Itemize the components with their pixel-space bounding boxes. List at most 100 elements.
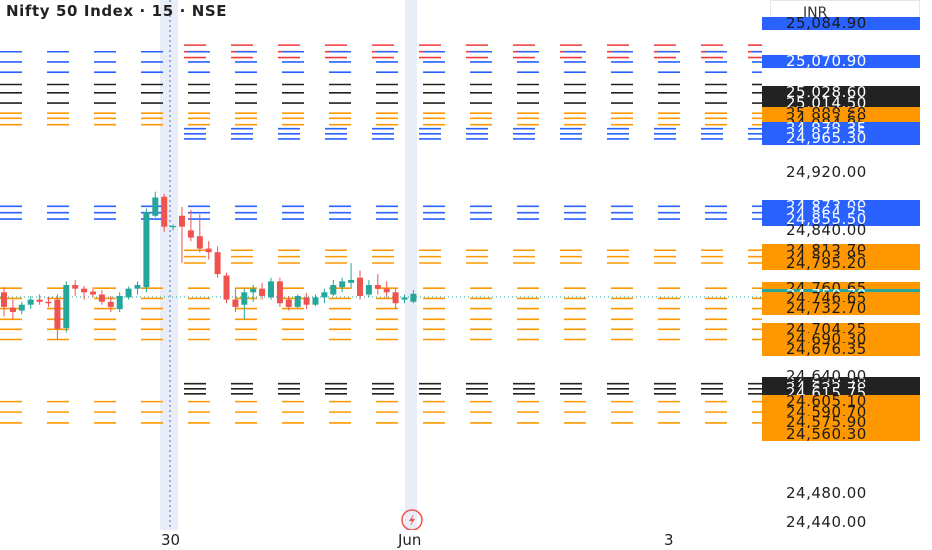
price-tag[interactable]: 24,560.30 xyxy=(762,427,920,441)
candle xyxy=(303,293,310,310)
candle xyxy=(143,208,150,293)
session-highlight-jun xyxy=(405,0,417,530)
alert-flash-icon[interactable] xyxy=(401,509,423,530)
candle xyxy=(330,279,337,296)
candle-body xyxy=(259,288,266,296)
candle-body xyxy=(125,288,132,298)
candle-body xyxy=(321,292,328,298)
price-tag[interactable]: 24,605.10 xyxy=(762,395,920,409)
price-axis[interactable]: INR 25,084.90 25,070.90 25,028.60 25,014.50… xyxy=(762,0,932,550)
candle xyxy=(45,297,52,307)
candle xyxy=(205,241,212,260)
candle xyxy=(410,290,417,304)
candle xyxy=(383,281,390,298)
candle-body xyxy=(152,197,159,216)
price-tag[interactable]: 24,795.20 xyxy=(762,256,920,270)
price-tag[interactable]: 24,746.65 xyxy=(762,291,920,305)
candle xyxy=(232,288,239,312)
candle-body xyxy=(241,292,248,305)
candle-body xyxy=(383,288,390,293)
candle xyxy=(214,246,221,278)
candle xyxy=(321,288,328,304)
candle xyxy=(116,292,123,312)
candle-body xyxy=(330,285,337,295)
session-highlight-30 xyxy=(160,0,178,530)
candle xyxy=(54,294,61,340)
candle xyxy=(187,209,194,242)
candle xyxy=(357,270,363,300)
axis-tick-label: 24,920.00 xyxy=(786,163,867,181)
candle-body xyxy=(63,285,70,329)
candle-body xyxy=(179,215,185,227)
price-tag[interactable]: 24,575.90 xyxy=(762,416,920,430)
price-tag[interactable]: 24,965.30 xyxy=(762,132,920,146)
axis-tick-label: 24,840.00 xyxy=(786,221,867,240)
candle-body xyxy=(268,281,274,298)
candle xyxy=(250,285,257,302)
axis-tick-label: 24,640.00 xyxy=(786,367,867,386)
candle-body xyxy=(357,277,363,296)
candle-body xyxy=(81,288,88,293)
candle-body xyxy=(187,230,194,238)
candle-body xyxy=(250,288,257,293)
candle-body xyxy=(9,307,16,312)
candle xyxy=(268,277,274,300)
candle xyxy=(98,290,105,305)
candle xyxy=(196,214,203,253)
candle xyxy=(374,274,381,295)
price-tag[interactable]: 24,676.35 xyxy=(762,343,920,357)
price-tag[interactable]: 25,014.50 xyxy=(762,96,920,110)
price-tag[interactable]: 24,590.70 xyxy=(762,405,920,419)
candle xyxy=(223,272,230,304)
x-label-jun: Jun xyxy=(398,531,422,549)
candle xyxy=(90,287,96,298)
candle-body xyxy=(285,299,292,307)
candle-body xyxy=(339,281,346,288)
candle-body xyxy=(90,291,96,295)
candle xyxy=(285,295,292,311)
candles xyxy=(1,191,417,340)
candle-body xyxy=(134,285,141,289)
axis-tick-label: 24,440.00 xyxy=(786,513,867,531)
candle-body xyxy=(161,196,168,227)
price-tag[interactable]: 24,855.50 xyxy=(762,212,920,226)
candle-body xyxy=(116,295,123,310)
price-tag[interactable]: 24,704.25 xyxy=(762,322,920,336)
candle-body xyxy=(72,285,79,289)
price-tag[interactable]: 25,070.90 xyxy=(762,55,920,69)
candle-body xyxy=(54,299,61,329)
candle-body xyxy=(1,292,7,307)
candle-body xyxy=(36,299,43,302)
candle-body xyxy=(365,285,372,295)
candle xyxy=(27,295,34,310)
price-chart[interactable] xyxy=(0,0,762,530)
candle-body xyxy=(18,304,25,311)
candle-body xyxy=(27,299,34,305)
candle-body xyxy=(223,275,230,300)
candle xyxy=(392,288,399,310)
candle xyxy=(241,288,248,320)
candle xyxy=(63,281,70,333)
price-tag[interactable]: 24,732.70 xyxy=(762,302,920,316)
axis-tick-label: 24,480.00 xyxy=(786,483,867,502)
candle xyxy=(312,294,319,307)
candle xyxy=(365,279,372,298)
candle xyxy=(9,299,16,320)
candle xyxy=(72,279,79,296)
candle xyxy=(161,193,168,232)
candle xyxy=(134,281,141,295)
candle-body xyxy=(312,297,319,305)
candle-body xyxy=(401,297,408,300)
price-tag[interactable]: 25,084.90 xyxy=(762,17,920,30)
x-label-3: 3 xyxy=(664,531,674,549)
level-lines xyxy=(0,44,762,424)
candle xyxy=(170,224,177,231)
candle xyxy=(348,263,355,289)
candle-body xyxy=(303,297,310,305)
candle xyxy=(276,277,283,307)
price-tag[interactable]: 24,690.30 xyxy=(762,332,920,346)
candle-body xyxy=(276,281,283,304)
candle-body xyxy=(392,292,399,304)
candle xyxy=(18,301,25,315)
price-tag[interactable]: 25,028.60 xyxy=(762,86,920,100)
